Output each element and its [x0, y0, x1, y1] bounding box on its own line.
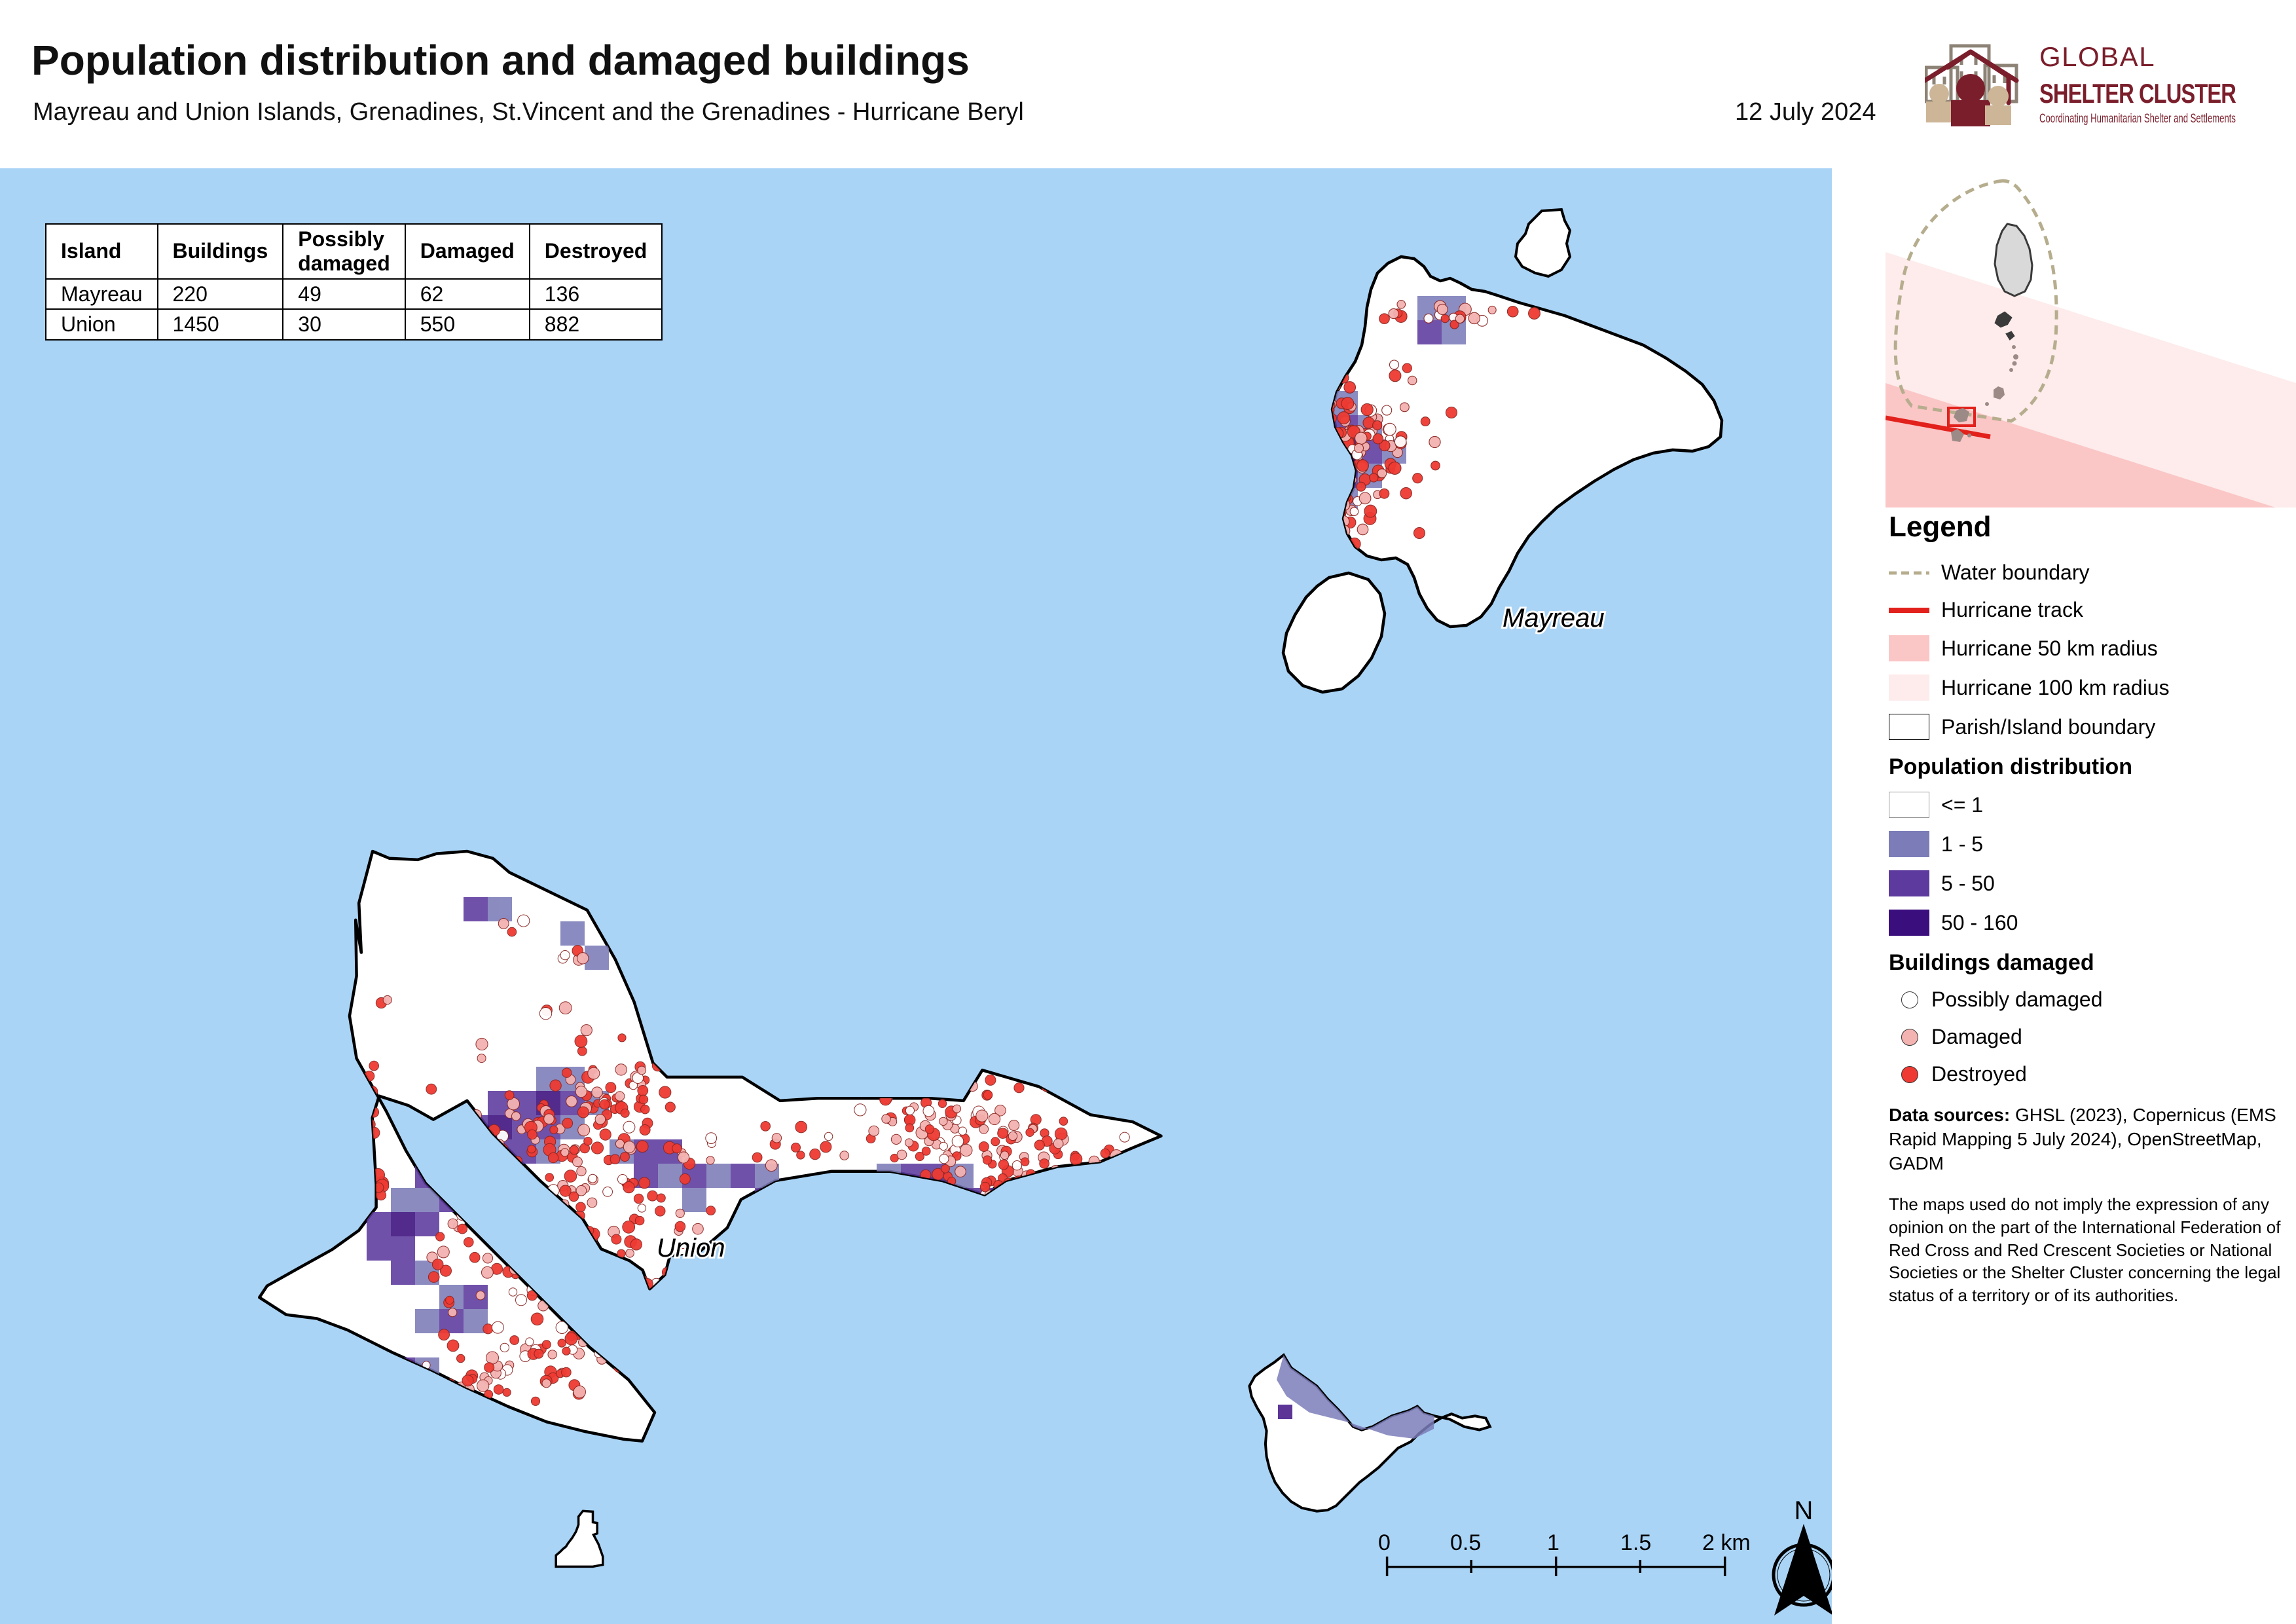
- svg-text:Mayreau: Mayreau: [1503, 604, 1605, 633]
- svg-text:2 km: 2 km: [1702, 1530, 1751, 1555]
- svg-text:Union: Union: [657, 1234, 725, 1263]
- svg-text:N: N: [1795, 1496, 1813, 1525]
- svg-text:1.5: 1.5: [1620, 1530, 1651, 1555]
- svg-text:1: 1: [1547, 1530, 1559, 1555]
- svg-text:Coordinating Humanitarian Shel: Coordinating Humanitarian Shelter and Se…: [2039, 112, 2236, 126]
- svg-text:GLOBAL: GLOBAL: [2039, 41, 2155, 72]
- svg-text:0: 0: [1378, 1530, 1391, 1555]
- svg-text:0.5: 0.5: [1450, 1530, 1481, 1555]
- svg-text:SHELTER CLUSTER: SHELTER CLUSTER: [2039, 78, 2236, 109]
